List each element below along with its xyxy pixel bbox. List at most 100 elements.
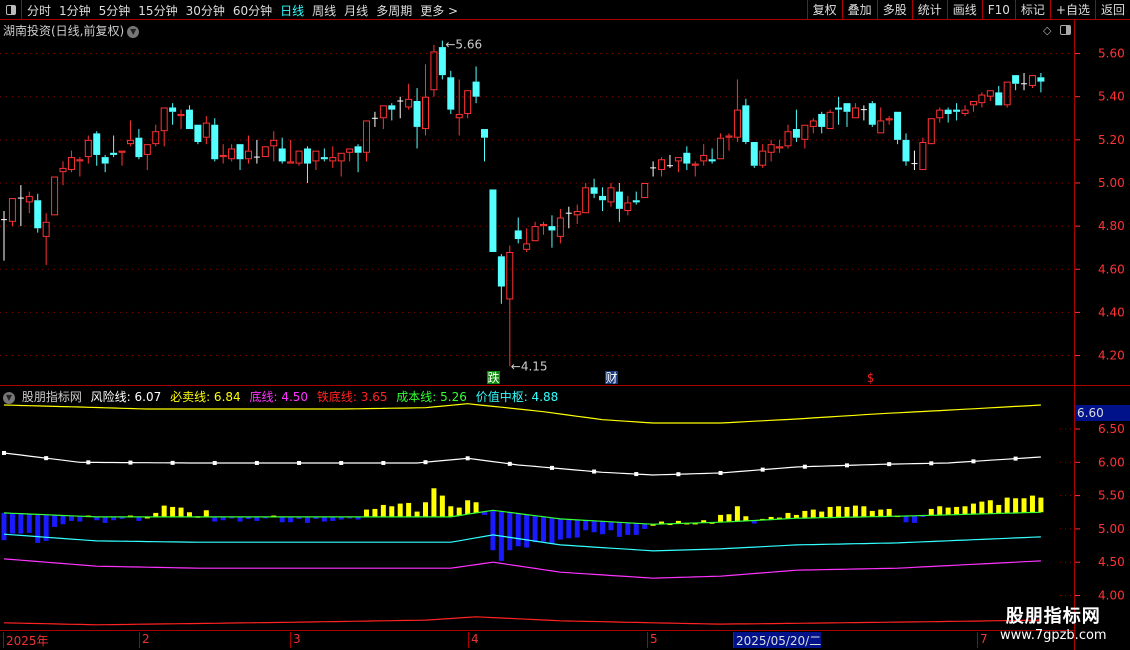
candle	[455, 79, 463, 136]
panel-divider[interactable]	[0, 385, 1130, 386]
indicator-line-cost	[3, 509, 1041, 525]
tab-15min[interactable]: 15分钟	[138, 4, 178, 18]
tab-5min[interactable]: 5分钟	[98, 4, 131, 18]
candle	[969, 101, 977, 112]
price-tick-label: 4.40	[1098, 305, 1125, 319]
indicator-bar	[532, 515, 538, 543]
add-watchlist-button[interactable]: +自选	[1049, 0, 1095, 20]
candle	[523, 228, 531, 253]
time-label: 3	[290, 632, 301, 648]
indicator-bar	[954, 506, 960, 515]
candle-body	[540, 223, 548, 227]
candle-body	[556, 217, 564, 237]
indicator-bar	[423, 502, 428, 517]
indicator-tick-label: 4.50	[1098, 555, 1125, 569]
candle	[658, 157, 666, 177]
indicator-bar	[743, 516, 749, 521]
f10-button[interactable]: F10	[981, 0, 1015, 20]
candle	[405, 83, 413, 110]
candle-body	[303, 148, 311, 164]
candle	[397, 96, 404, 119]
mark-button[interactable]: 标记	[1014, 0, 1050, 20]
candle-body	[759, 150, 767, 166]
candle-body	[615, 191, 623, 209]
tab-more[interactable]: 更多 >	[420, 4, 459, 18]
candle-body	[236, 144, 244, 160]
candle	[877, 107, 885, 134]
indicator-bar	[1038, 497, 1044, 513]
candle	[126, 120, 134, 147]
tab-monthly[interactable]: 月线	[344, 4, 369, 18]
candle	[717, 133, 725, 160]
candle	[362, 120, 370, 162]
candle-body	[927, 118, 935, 145]
tab-fenshi[interactable]: 分时	[27, 4, 52, 18]
candle-body	[287, 161, 295, 164]
indicator-bar	[330, 516, 336, 521]
tab-1min[interactable]: 1分钟	[59, 4, 91, 18]
draw-line-button[interactable]: 画线	[946, 0, 982, 20]
event-badge	[604, 371, 618, 384]
candle-body	[101, 157, 109, 164]
candle	[995, 85, 1003, 106]
candle-body	[194, 124, 202, 142]
candle-body	[354, 146, 362, 153]
panel-toggle-icon[interactable]	[1060, 25, 1071, 35]
indicator-bar	[304, 516, 310, 523]
statistics-button[interactable]: 统计	[911, 0, 947, 20]
overlay-button[interactable]: 叠加	[841, 0, 877, 20]
indicator-bar	[1013, 498, 1019, 513]
candle-body	[700, 154, 708, 162]
risk-line-marker	[465, 456, 470, 461]
chevron-down-icon[interactable]: ▼	[127, 25, 140, 38]
indicator-bar	[254, 516, 260, 521]
tab-daily[interactable]: 日线	[280, 4, 305, 18]
indicator-bar	[465, 500, 471, 515]
candle-body	[531, 226, 539, 242]
candle-body	[346, 148, 354, 153]
indicator-bar	[608, 521, 614, 531]
candle-body	[514, 230, 522, 240]
tab-multi-period[interactable]: 多周期	[376, 4, 413, 18]
candle	[110, 135, 118, 158]
indicator-bar	[288, 516, 294, 523]
tab-60min[interactable]: 60分钟	[232, 4, 273, 18]
candle	[219, 144, 227, 164]
candle	[986, 90, 994, 102]
indicator-bar	[1021, 498, 1027, 513]
candle	[894, 111, 902, 145]
risk-line-marker	[212, 460, 217, 465]
indicator-bar	[414, 511, 420, 517]
indicator-bar	[777, 517, 783, 520]
restore-rights-button[interactable]: 复权	[806, 0, 842, 20]
candle	[919, 137, 927, 171]
multi-stock-button[interactable]: 多股	[876, 0, 912, 20]
candle-body	[725, 135, 733, 138]
candle	[944, 107, 952, 123]
diamond-icon[interactable]: ◇	[1043, 24, 1052, 37]
indicator-bar	[996, 504, 1002, 514]
chart-title[interactable]: 湖南投资(日线,前复权) ▼	[3, 22, 140, 39]
indicator-bar	[785, 512, 791, 519]
candle	[346, 148, 354, 162]
tab-30min[interactable]: 30分钟	[185, 4, 225, 18]
candle	[211, 118, 219, 162]
candle	[59, 161, 67, 186]
candle-body	[944, 109, 952, 114]
candle	[632, 191, 640, 205]
chevron-down-icon[interactable]: ▼	[3, 391, 15, 404]
sidebar-toggle-button[interactable]	[0, 0, 22, 20]
tab-weekly[interactable]: 周线	[312, 4, 337, 18]
candle	[194, 124, 202, 145]
candle	[472, 66, 480, 104]
time-label: 2025年	[3, 632, 49, 648]
candle	[236, 144, 244, 171]
event-badge-label: 财	[605, 371, 617, 385]
back-button[interactable]: 返回	[1094, 0, 1130, 20]
candle	[809, 118, 817, 134]
candle-body	[978, 94, 986, 104]
indicator-bar	[878, 509, 884, 517]
candle	[287, 139, 295, 164]
candle	[25, 191, 33, 214]
